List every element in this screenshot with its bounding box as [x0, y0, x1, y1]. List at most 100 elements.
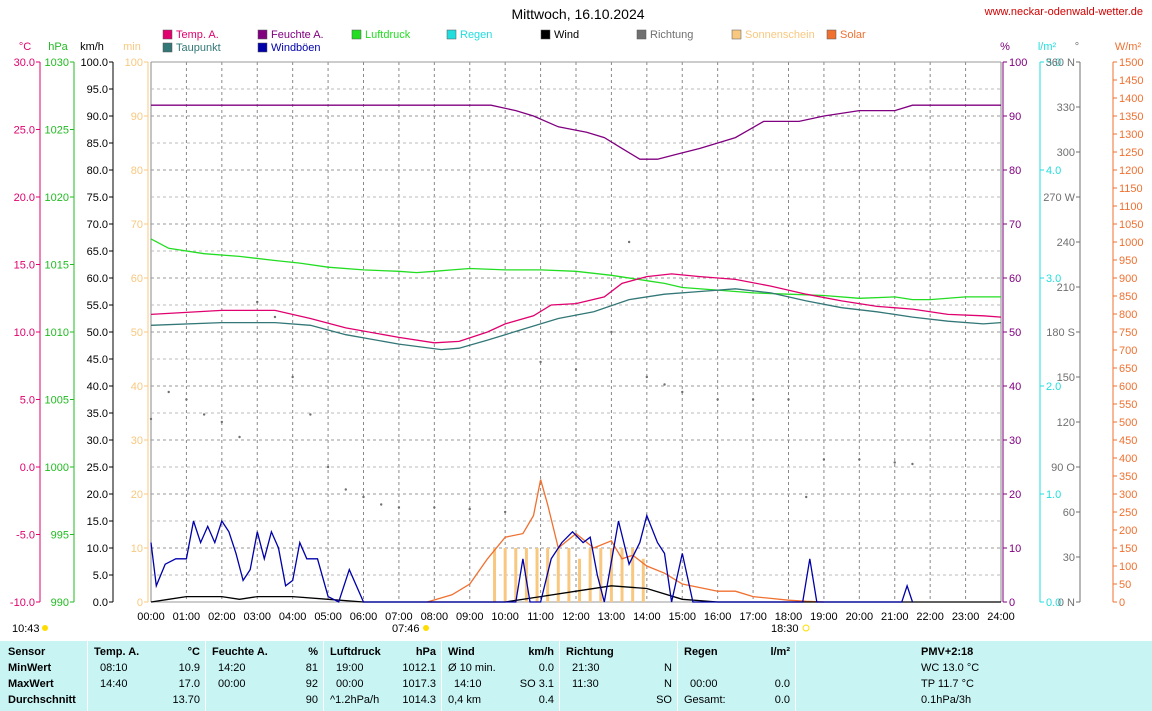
x-label-16: 16:00	[704, 611, 732, 623]
axis-solar-label-15: 750	[1119, 327, 1137, 339]
axis-solar-label-8: 1100	[1119, 201, 1143, 213]
axis-solar-label-10: 1000	[1119, 237, 1143, 249]
legend-label-9: Solar	[840, 29, 866, 41]
direction-dot-12	[362, 495, 365, 499]
axis-min-label-7: 30	[131, 435, 143, 447]
axis-solar-label-26: 200	[1119, 525, 1137, 537]
axis-kmh-label-4: 80.0	[87, 165, 108, 177]
wind-max-time: 14:10	[454, 678, 482, 690]
unit-press: hPa	[48, 41, 68, 53]
axis-solar-label-1: 1450	[1119, 75, 1143, 87]
x-label-9: 09:00	[456, 611, 484, 623]
axis-dir-label-12: 0 N	[1058, 597, 1075, 609]
direction-dot-30	[858, 458, 861, 461]
direction-dot-29	[822, 458, 826, 461]
axis-solar-label-18: 600	[1119, 381, 1137, 393]
pmv-trend: 0.1hPa/3h	[921, 694, 972, 706]
temp-unit: °C	[187, 646, 200, 658]
axis-kmh-label-9: 55.0	[87, 300, 108, 312]
legend-label-3: Windböen	[271, 42, 321, 54]
x-label-3: 03:00	[243, 611, 271, 623]
axis-temp-label-5: 5.0	[20, 395, 35, 407]
legend-label-5: Regen	[460, 29, 492, 41]
unit-min: min	[123, 41, 141, 53]
direction-dot-21	[627, 240, 631, 244]
series-windb-en	[150, 513, 914, 603]
x-label-15: 15:00	[668, 611, 696, 623]
direction-dot-4	[220, 420, 224, 424]
axis-kmh-label-1: 95.0	[87, 84, 108, 96]
wind-header: Wind	[448, 646, 475, 658]
series-wind	[150, 585, 1001, 603]
direction-dot-8	[291, 375, 294, 379]
luftdruck-min-value: 1012.1	[402, 662, 436, 674]
legend-label-6: Wind	[554, 29, 579, 41]
chart-title: Mittwoch, 16.10.2024	[511, 6, 644, 22]
axis-rain-label-2: 3.0	[1046, 273, 1061, 285]
axis-hum-label-0: 100	[1009, 57, 1027, 69]
x-label-1: 01:00	[173, 611, 201, 623]
legend-swatch-8	[731, 29, 742, 40]
unit-temp: °C	[19, 41, 31, 53]
direction-dot-3	[202, 413, 206, 416]
temp-max-time: 14:40	[100, 678, 128, 690]
legend-label-1: Taupunkt	[176, 42, 221, 54]
temp-max-value: 17.0	[178, 678, 200, 690]
axis-kmh-label-7: 65.0	[87, 246, 108, 258]
axis-solar-label-28: 100	[1119, 561, 1137, 573]
axis-solar-label-22: 400	[1119, 453, 1137, 465]
axis-solar-label-14: 800	[1119, 309, 1137, 321]
axis-dir-label-11: 30	[1063, 552, 1075, 564]
axis-min-label-5: 50	[131, 327, 143, 339]
unit-kmh: km/h	[80, 41, 104, 53]
axis-solar-label-9: 1050	[1119, 219, 1143, 231]
marker-current: 10:43	[12, 623, 40, 635]
axis-kmh-label-10: 50.0	[87, 327, 108, 339]
legend-label-8: Sonnenschein	[745, 29, 815, 41]
direction-dot-22	[645, 375, 649, 379]
sunshine-bar-14	[641, 558, 645, 602]
plot-area	[149, 104, 1002, 603]
x-label-21: 21:00	[881, 611, 909, 623]
axis-press-label-0: 1030	[45, 57, 69, 69]
axis-hum-label-3: 70	[1009, 219, 1021, 231]
axis-solar-label-6: 1200	[1119, 165, 1143, 177]
feuchte-unit: %	[308, 646, 318, 658]
direction-dot-13	[380, 503, 383, 506]
axis-solar-label-4: 1300	[1119, 129, 1143, 141]
axis-solar-label-30: 0	[1119, 597, 1125, 609]
wind-avg-value: 0.4	[538, 694, 554, 706]
axis-press-label-4: 1010	[45, 327, 69, 339]
summary-table: Sensor MinWert MaxWert Durchschnitt Temp…	[0, 641, 1152, 711]
col-feuchte: Feuchte A. % 14:20 81 00:00 92 90	[205, 641, 324, 711]
axis-solar-label-12: 900	[1119, 273, 1137, 285]
col-luftdruck: Luftdruck hPa 19:00 1012.1 00:00 1017.3 …	[323, 641, 442, 711]
x-label-7: 07:00	[385, 611, 413, 623]
series-feuchte-a-	[151, 104, 1001, 160]
axis-solar-label-17: 650	[1119, 363, 1137, 375]
regen-total-label: Gesamt:	[684, 694, 726, 706]
x-label-22: 22:00	[916, 611, 944, 623]
axis-units: °C hPa km/h min % l/m² ° W/m²	[19, 41, 1142, 53]
row-label-avg: Durchschnitt	[8, 694, 76, 706]
axis-solar-label-27: 150	[1119, 543, 1137, 555]
temp-avg-value: 13.70	[172, 694, 200, 706]
axis-temp-label-6: 0.0	[20, 462, 35, 474]
direction-dot-32	[911, 462, 914, 466]
x-label-11: 11:00	[527, 611, 554, 623]
direction-dot-26	[751, 398, 755, 401]
website-link[interactable]: www.neckar-odenwald-wetter.de	[984, 6, 1143, 18]
axis-dir-label-6: 180 S	[1046, 327, 1075, 339]
sunshine-bar-12	[620, 548, 624, 602]
axis-solar-label-20: 500	[1119, 417, 1137, 429]
unit-rain: l/m²	[1038, 41, 1057, 53]
axis-press-label-8: 990	[51, 597, 69, 609]
feuchte-header: Feuchte A.	[212, 646, 268, 658]
axis-dir-label-9: 90 O	[1051, 462, 1075, 474]
axis-press-label-6: 1000	[45, 462, 69, 474]
axis-rain-label-1: 4.0	[1046, 165, 1061, 177]
axis-rain-label-4: 1.0	[1046, 489, 1061, 501]
weather-chart: Mittwoch, 16.10.2024 www.neckar-odenwald…	[10, 6, 1144, 635]
axis-dir-label-10: 60	[1063, 507, 1075, 519]
axis-kmh-label-13: 35.0	[87, 408, 108, 420]
